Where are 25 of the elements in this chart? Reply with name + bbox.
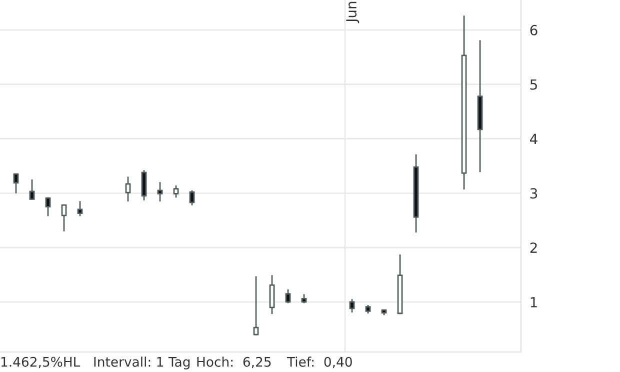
y-tick-label: 4 [530, 134, 538, 144]
y-tick-label: 5 [530, 79, 537, 90]
text: Intervall: 1 Tag [94, 356, 190, 370]
candlestick [45, 197, 51, 216]
candlestick [29, 179, 35, 200]
text: Hoch: 6,25 [197, 356, 271, 368]
candlestick [157, 182, 163, 202]
annotation: Jun [346, 2, 360, 24]
candlestick [61, 204, 67, 232]
y-tick-label: 2 [530, 242, 537, 253]
candlestick [349, 299, 355, 312]
y-tick-label: 6 [530, 24, 538, 36]
candlestick [125, 176, 131, 202]
y-tick-label: 1 [530, 297, 537, 308]
candlestick [141, 170, 147, 200]
candlestick [285, 289, 291, 304]
text: 1.462,5%HL [1, 356, 80, 368]
candlestick [77, 201, 83, 216]
candlestick [269, 275, 275, 314]
y-tick-label: 3 [530, 188, 538, 199]
candlestick [253, 276, 259, 336]
candlestick [13, 173, 19, 194]
candlestick [189, 190, 195, 206]
candlestick [173, 185, 179, 198]
text: Tief: 0,40 [286, 356, 352, 368]
